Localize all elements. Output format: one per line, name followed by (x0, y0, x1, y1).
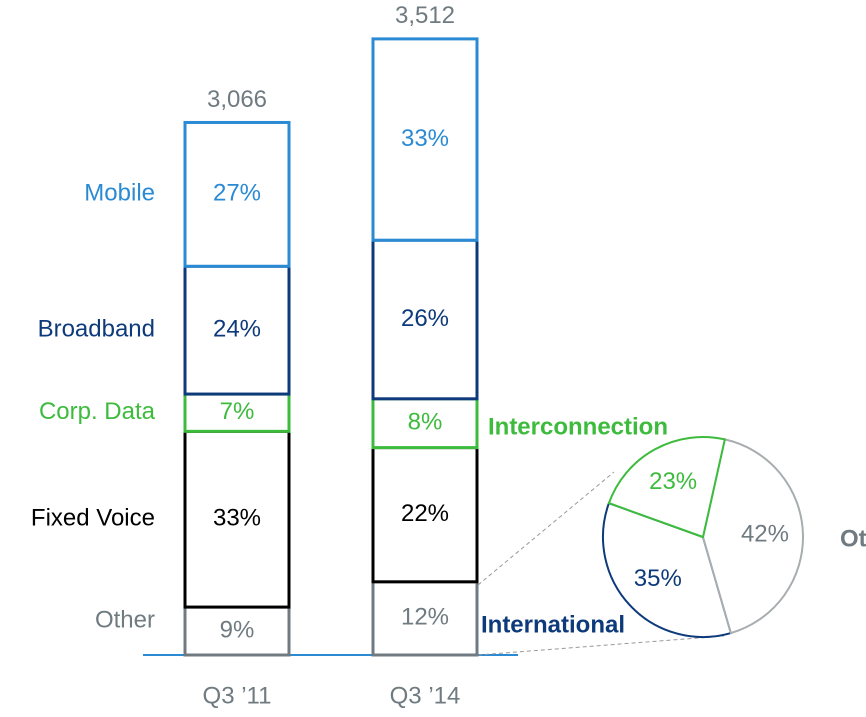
value-label: 9% (220, 616, 255, 643)
connector (477, 635, 725, 656)
bar-segment (183, 429, 291, 609)
pie-slice (701, 438, 804, 635)
value-label: 26% (401, 305, 449, 332)
bar-segment (371, 397, 479, 450)
pie-category-label: Interconnection (488, 413, 668, 440)
pie-category-label: Other (840, 525, 866, 552)
legend-label: Corp. Data (39, 398, 156, 425)
bar-segment (183, 264, 291, 396)
pie-value-label: 42% (741, 520, 789, 547)
pie-slice (607, 436, 727, 539)
legend-label: Broadband (38, 315, 155, 342)
legend-label: Fixed Voice (31, 505, 155, 532)
value-label: 24% (213, 315, 261, 342)
bar-segment (371, 238, 479, 401)
connector (477, 471, 615, 586)
x-tick-label: Q3 ’11 (203, 682, 272, 709)
value-label: 27% (213, 180, 261, 207)
value-label: 7% (220, 398, 255, 425)
legend-label: Mobile (84, 180, 155, 207)
bar-segment (371, 37, 479, 242)
pie-value-label: 35% (634, 565, 682, 592)
pie-category-label: International (481, 611, 625, 638)
bar-segment (371, 446, 479, 584)
legend-label: Other (95, 606, 155, 633)
total-label: 3,512 (395, 2, 455, 29)
pie-value-label: 23% (649, 468, 697, 495)
value-label: 33% (213, 505, 261, 532)
bar-segment (183, 120, 291, 268)
value-label: 12% (401, 604, 449, 631)
total-label: 3,066 (207, 86, 267, 113)
bar-segment (183, 605, 291, 657)
x-tick-label: Q3 ’14 (390, 682, 461, 709)
value-label: 22% (401, 500, 449, 527)
value-label: 8% (408, 409, 443, 436)
value-label: 33% (401, 125, 449, 152)
bar-segment (371, 580, 479, 657)
